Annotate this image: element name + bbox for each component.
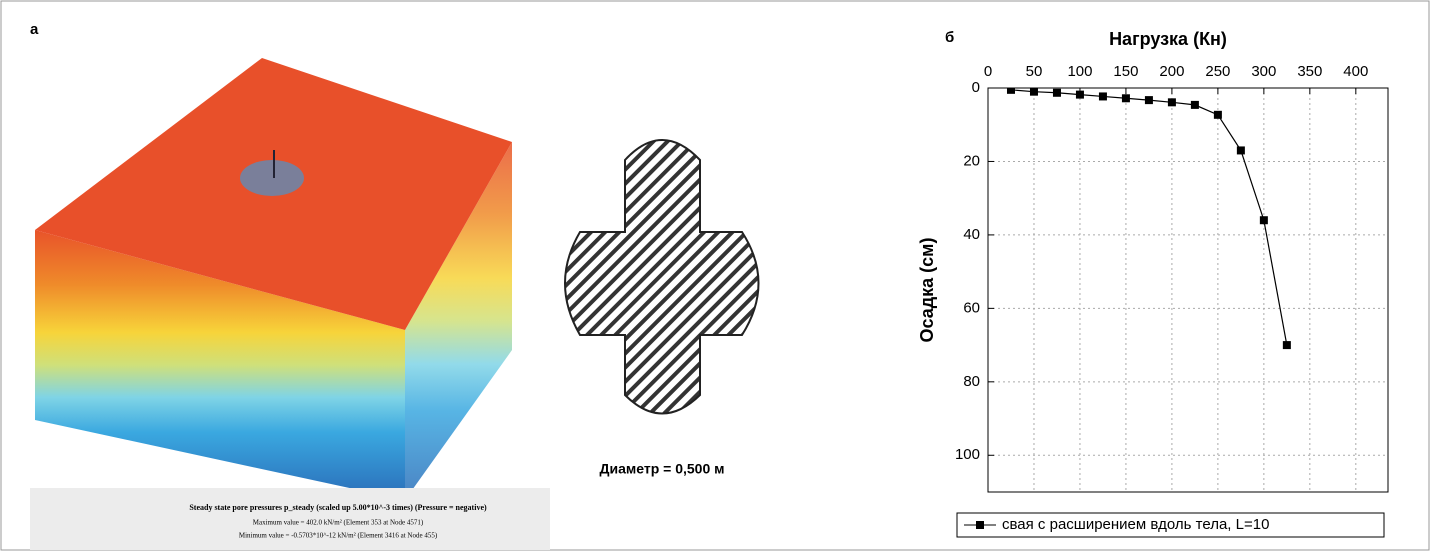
diameter-label: Диаметр = 0,500 м <box>600 461 725 477</box>
x-tick-label: 300 <box>1251 63 1276 80</box>
y-tick-label: 0 <box>972 79 980 96</box>
y-tick-label: 80 <box>963 373 980 390</box>
x-tick-label: 350 <box>1297 63 1322 80</box>
panel-label: б <box>945 29 954 46</box>
x-tick-label: 200 <box>1159 63 1184 80</box>
legend-label: свая с расширением вдоль тела, L=10 <box>1002 516 1269 533</box>
y-tick-label: 100 <box>955 446 980 463</box>
y-axis-title: Осадка (см) <box>917 237 937 342</box>
marker <box>1283 341 1291 349</box>
x-tick-label: 150 <box>1113 63 1138 80</box>
y-tick-label: 40 <box>963 226 980 243</box>
caption: Maximum value = 402.0 kN/m² (Element 353… <box>253 519 424 527</box>
y-tick-label: 60 <box>963 299 980 316</box>
marker <box>1076 91 1084 99</box>
marker <box>1122 94 1130 102</box>
marker <box>1237 146 1245 154</box>
x-tick-label: 100 <box>1067 63 1092 80</box>
marker <box>1099 92 1107 100</box>
panel-label: а <box>30 21 39 38</box>
marker <box>1214 111 1222 119</box>
y-tick-label: 20 <box>963 152 980 169</box>
marker <box>1030 88 1038 96</box>
caption: Steady state pore pressures p_steady (sc… <box>189 503 487 512</box>
figure: а Steady state pore pressures p_steady (… <box>0 0 1430 551</box>
x-tick-label: 50 <box>1026 63 1043 80</box>
marker <box>1191 101 1199 109</box>
x-tick-label: 0 <box>984 63 992 80</box>
x-axis-title: Нагрузка (Кн) <box>1109 29 1227 49</box>
x-tick-label: 250 <box>1205 63 1230 80</box>
marker <box>1168 98 1176 106</box>
caption: Minimum value = -0.5703*10^-12 kN/m² (El… <box>239 532 438 540</box>
legend-marker <box>976 521 984 529</box>
marker <box>1260 216 1268 224</box>
marker <box>1145 96 1153 104</box>
marker <box>1053 89 1061 97</box>
x-tick-label: 400 <box>1343 63 1368 80</box>
